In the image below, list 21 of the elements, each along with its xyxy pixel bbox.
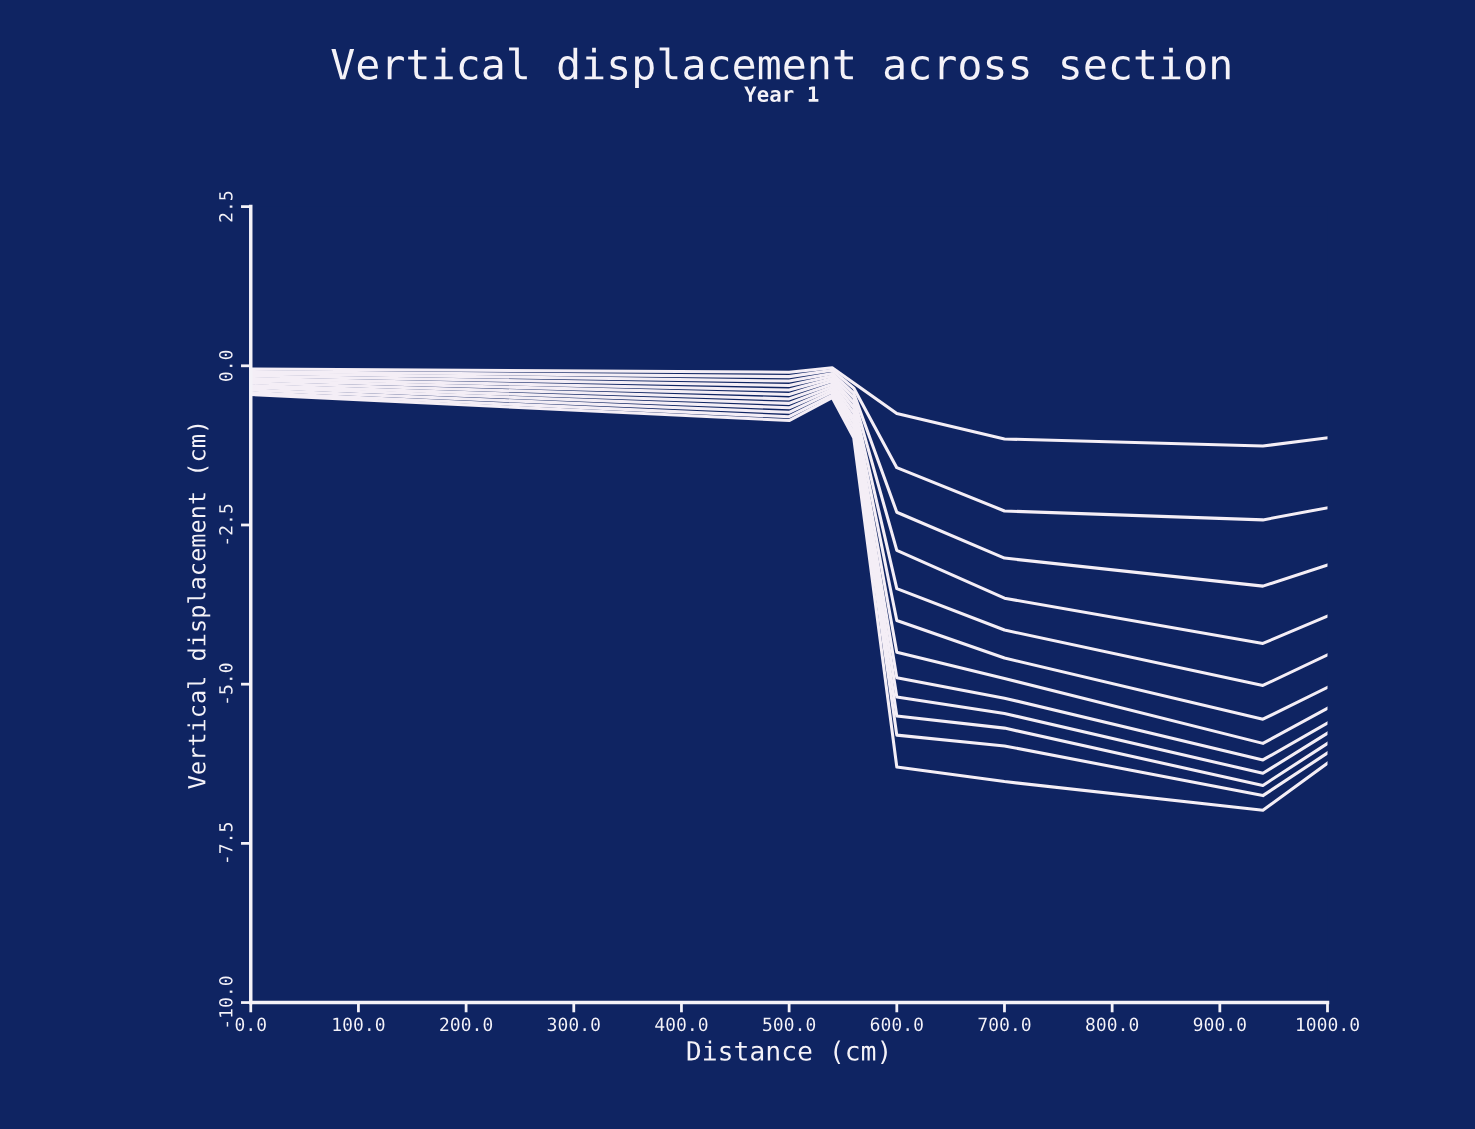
- x-tick-label: 200.0: [440, 1017, 493, 1032]
- y-tick-label: -5.0: [219, 663, 233, 703]
- x-tick-label: 600.0: [870, 1017, 923, 1032]
- y-tick-label: -10.0: [219, 976, 233, 1027]
- x-tick-label: 0.0: [235, 1017, 266, 1032]
- chart-title: Vertical displacement across section: [331, 47, 1230, 89]
- y-tick-label: 0.0: [219, 350, 233, 381]
- y-tick-label: -7.5: [219, 823, 233, 862]
- x-tick-label: 500.0: [763, 1017, 816, 1032]
- x-tick-label: 900.0: [1193, 1017, 1246, 1032]
- x-axis-title: Distance (cm): [687, 1040, 887, 1064]
- y-axis-title: Vertical displacement (cm): [187, 424, 211, 789]
- x-tick-label: 100.0: [333, 1017, 385, 1032]
- x-tick-label: 700.0: [978, 1017, 1031, 1032]
- x-tick-label: 400.0: [655, 1017, 708, 1032]
- x-tick-label: 1000.0: [1297, 1017, 1359, 1032]
- y-tick-label: 2.5: [219, 191, 233, 222]
- x-tick-label: 800.0: [1086, 1017, 1139, 1032]
- y-tick-label: -2.5: [219, 504, 233, 544]
- x-tick-label: 300.0: [547, 1017, 600, 1032]
- chart-subtitle: Year 1: [744, 86, 819, 103]
